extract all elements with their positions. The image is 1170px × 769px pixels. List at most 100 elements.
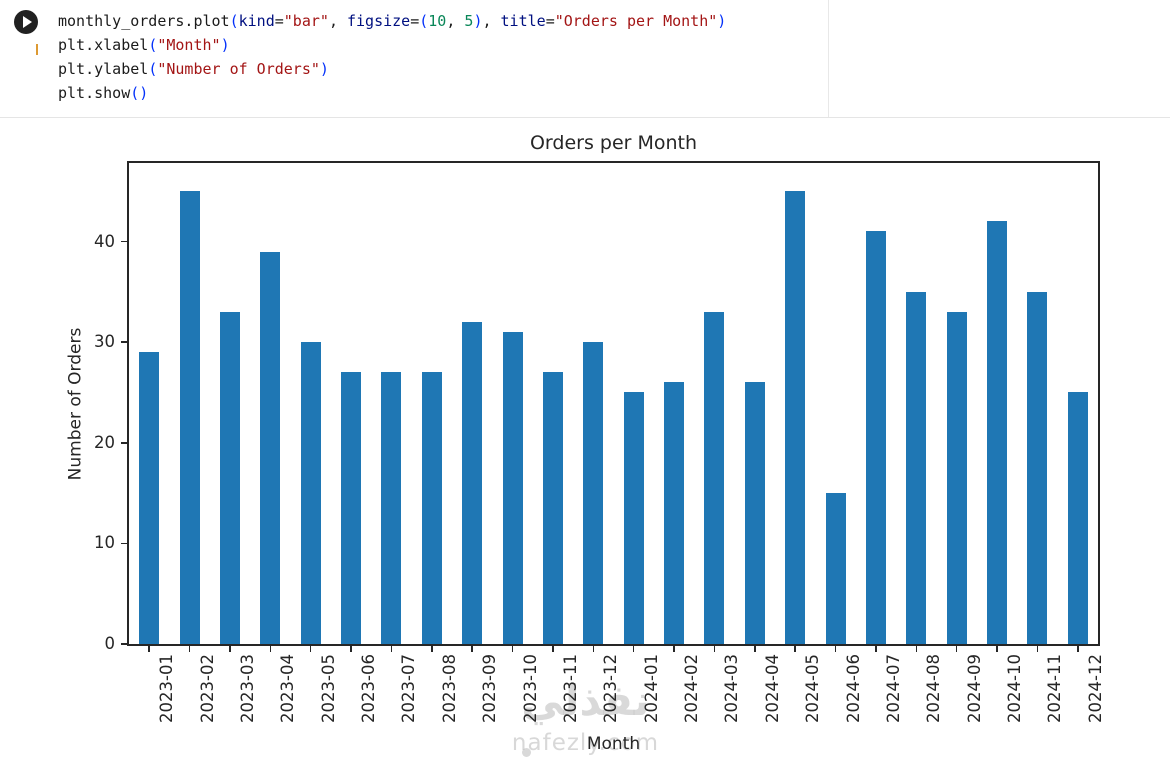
code-token-bracket: ( xyxy=(419,12,429,30)
y-tick-mark xyxy=(121,341,127,343)
x-tick-mark xyxy=(592,646,595,652)
x-tick-label: 2024-12 xyxy=(1085,654,1105,723)
bar xyxy=(583,342,604,644)
code-token-bracket: ( xyxy=(229,12,239,30)
y-tick-label: 10 xyxy=(94,533,115,553)
bar xyxy=(664,382,685,644)
x-tick-label: 2024-08 xyxy=(924,654,944,723)
run-cell-button[interactable] xyxy=(14,10,38,34)
code-line[interactable]: plt.show() xyxy=(58,81,818,105)
x-tick-mark xyxy=(915,646,918,652)
bar xyxy=(542,372,563,644)
x-tick-mark xyxy=(188,646,191,652)
x-tick-mark xyxy=(794,646,796,652)
x-tick-mark xyxy=(1077,646,1079,652)
x-tick-label: 2023-11 xyxy=(560,654,580,723)
x-tick-label: 2023-09 xyxy=(480,654,500,723)
cell-cursor xyxy=(36,44,38,55)
x-tick-mark xyxy=(471,646,473,652)
code-token-bracket: ) xyxy=(717,12,727,30)
x-tick-label: 2023-04 xyxy=(278,654,298,723)
code-line[interactable]: plt.xlabel("Month") xyxy=(58,33,818,57)
code-token-plain: = xyxy=(274,12,284,30)
bar xyxy=(219,311,240,644)
code-token-plain: , xyxy=(482,12,501,30)
code-token-bracket: ( xyxy=(148,36,158,54)
x-tick-label: 2024-10 xyxy=(1005,654,1025,723)
code-token-string: "Month" xyxy=(157,36,221,54)
bar xyxy=(906,291,927,644)
x-tick-mark xyxy=(431,646,433,652)
y-axis-label: Number of Orders xyxy=(65,327,85,480)
code-token-param: figsize xyxy=(347,12,411,30)
code-line[interactable]: monthly_orders.plot(kind="bar", figsize=… xyxy=(58,9,818,33)
bar xyxy=(704,311,725,644)
x-tick-label: 2023-07 xyxy=(399,654,419,723)
bar xyxy=(1027,291,1048,644)
x-tick-label: 2024-02 xyxy=(682,654,702,723)
x-tick-mark xyxy=(148,646,150,652)
bar xyxy=(300,342,321,644)
x-tick-label: 2024-01 xyxy=(641,654,661,723)
code-token-string: "Orders per Month" xyxy=(554,12,718,30)
code-line[interactable]: plt.ylabel("Number of Orders") xyxy=(58,57,818,81)
x-tick-label: 2024-04 xyxy=(762,654,782,723)
bar xyxy=(1067,392,1088,644)
x-tick-label: 2024-07 xyxy=(883,654,903,723)
code-token-bracket: ) xyxy=(473,12,483,30)
code-token-plain: , xyxy=(328,12,347,30)
x-tick-mark xyxy=(673,646,675,652)
bar xyxy=(744,382,765,644)
y-tick-mark xyxy=(121,442,127,444)
bar xyxy=(381,372,402,644)
x-tick-mark xyxy=(713,646,716,652)
y-axis-label-box: Number of Orders xyxy=(55,163,95,644)
x-tick-label: 2024-03 xyxy=(722,654,742,723)
y-tick-mark xyxy=(121,542,127,545)
x-tick-mark xyxy=(632,646,635,652)
x-tick-label: 2024-09 xyxy=(964,654,984,723)
code-token-param: kind xyxy=(238,12,275,30)
x-tick-label: 2023-05 xyxy=(318,654,338,723)
bar xyxy=(987,221,1008,644)
code-token-string: "Number of Orders" xyxy=(157,60,320,78)
x-tick-mark xyxy=(229,646,231,652)
code-token-plain: monthly_orders.plot xyxy=(58,12,230,30)
bar xyxy=(341,372,362,644)
code-token-bracket: ) xyxy=(319,60,329,78)
bar xyxy=(785,191,806,644)
plot-area: Orders per Month Number of Orders Month … xyxy=(65,132,1105,754)
code-token-plain: plt.ylabel xyxy=(58,60,149,78)
y-tick-label: 30 xyxy=(94,332,115,352)
x-tick-mark xyxy=(996,646,998,652)
x-tick-mark xyxy=(350,646,352,652)
x-tick-mark xyxy=(955,646,958,652)
code-token-plain: plt.xlabel xyxy=(58,36,149,54)
x-tick-mark xyxy=(511,646,514,652)
x-tick-mark xyxy=(390,646,393,652)
x-tick-mark xyxy=(309,646,312,652)
code-editor[interactable]: monthly_orders.plot(kind="bar", figsize=… xyxy=(58,9,818,105)
x-tick-label: 2023-12 xyxy=(601,654,621,723)
x-tick-label: 2023-03 xyxy=(237,654,257,723)
y-tick-label: 20 xyxy=(94,432,115,452)
code-token-number: 5 xyxy=(464,12,474,30)
x-tick-label: 2023-08 xyxy=(439,654,459,723)
code-token-plain: = xyxy=(410,12,420,30)
cell-output-divider xyxy=(0,117,1170,118)
y-tick-mark xyxy=(121,643,127,645)
bar xyxy=(623,392,644,644)
x-tick-mark xyxy=(754,646,756,652)
x-tick-label: 2024-11 xyxy=(1045,654,1065,723)
play-icon xyxy=(23,16,32,28)
bar xyxy=(462,322,483,644)
x-tick-mark xyxy=(552,646,554,652)
bar xyxy=(179,191,200,644)
code-token-plain: , xyxy=(446,12,465,30)
x-tick-label: 2024-06 xyxy=(843,654,863,723)
bar xyxy=(260,251,281,644)
x-tick-mark xyxy=(834,646,837,652)
code-token-string: "bar" xyxy=(283,12,329,30)
x-tick-mark xyxy=(875,646,877,652)
